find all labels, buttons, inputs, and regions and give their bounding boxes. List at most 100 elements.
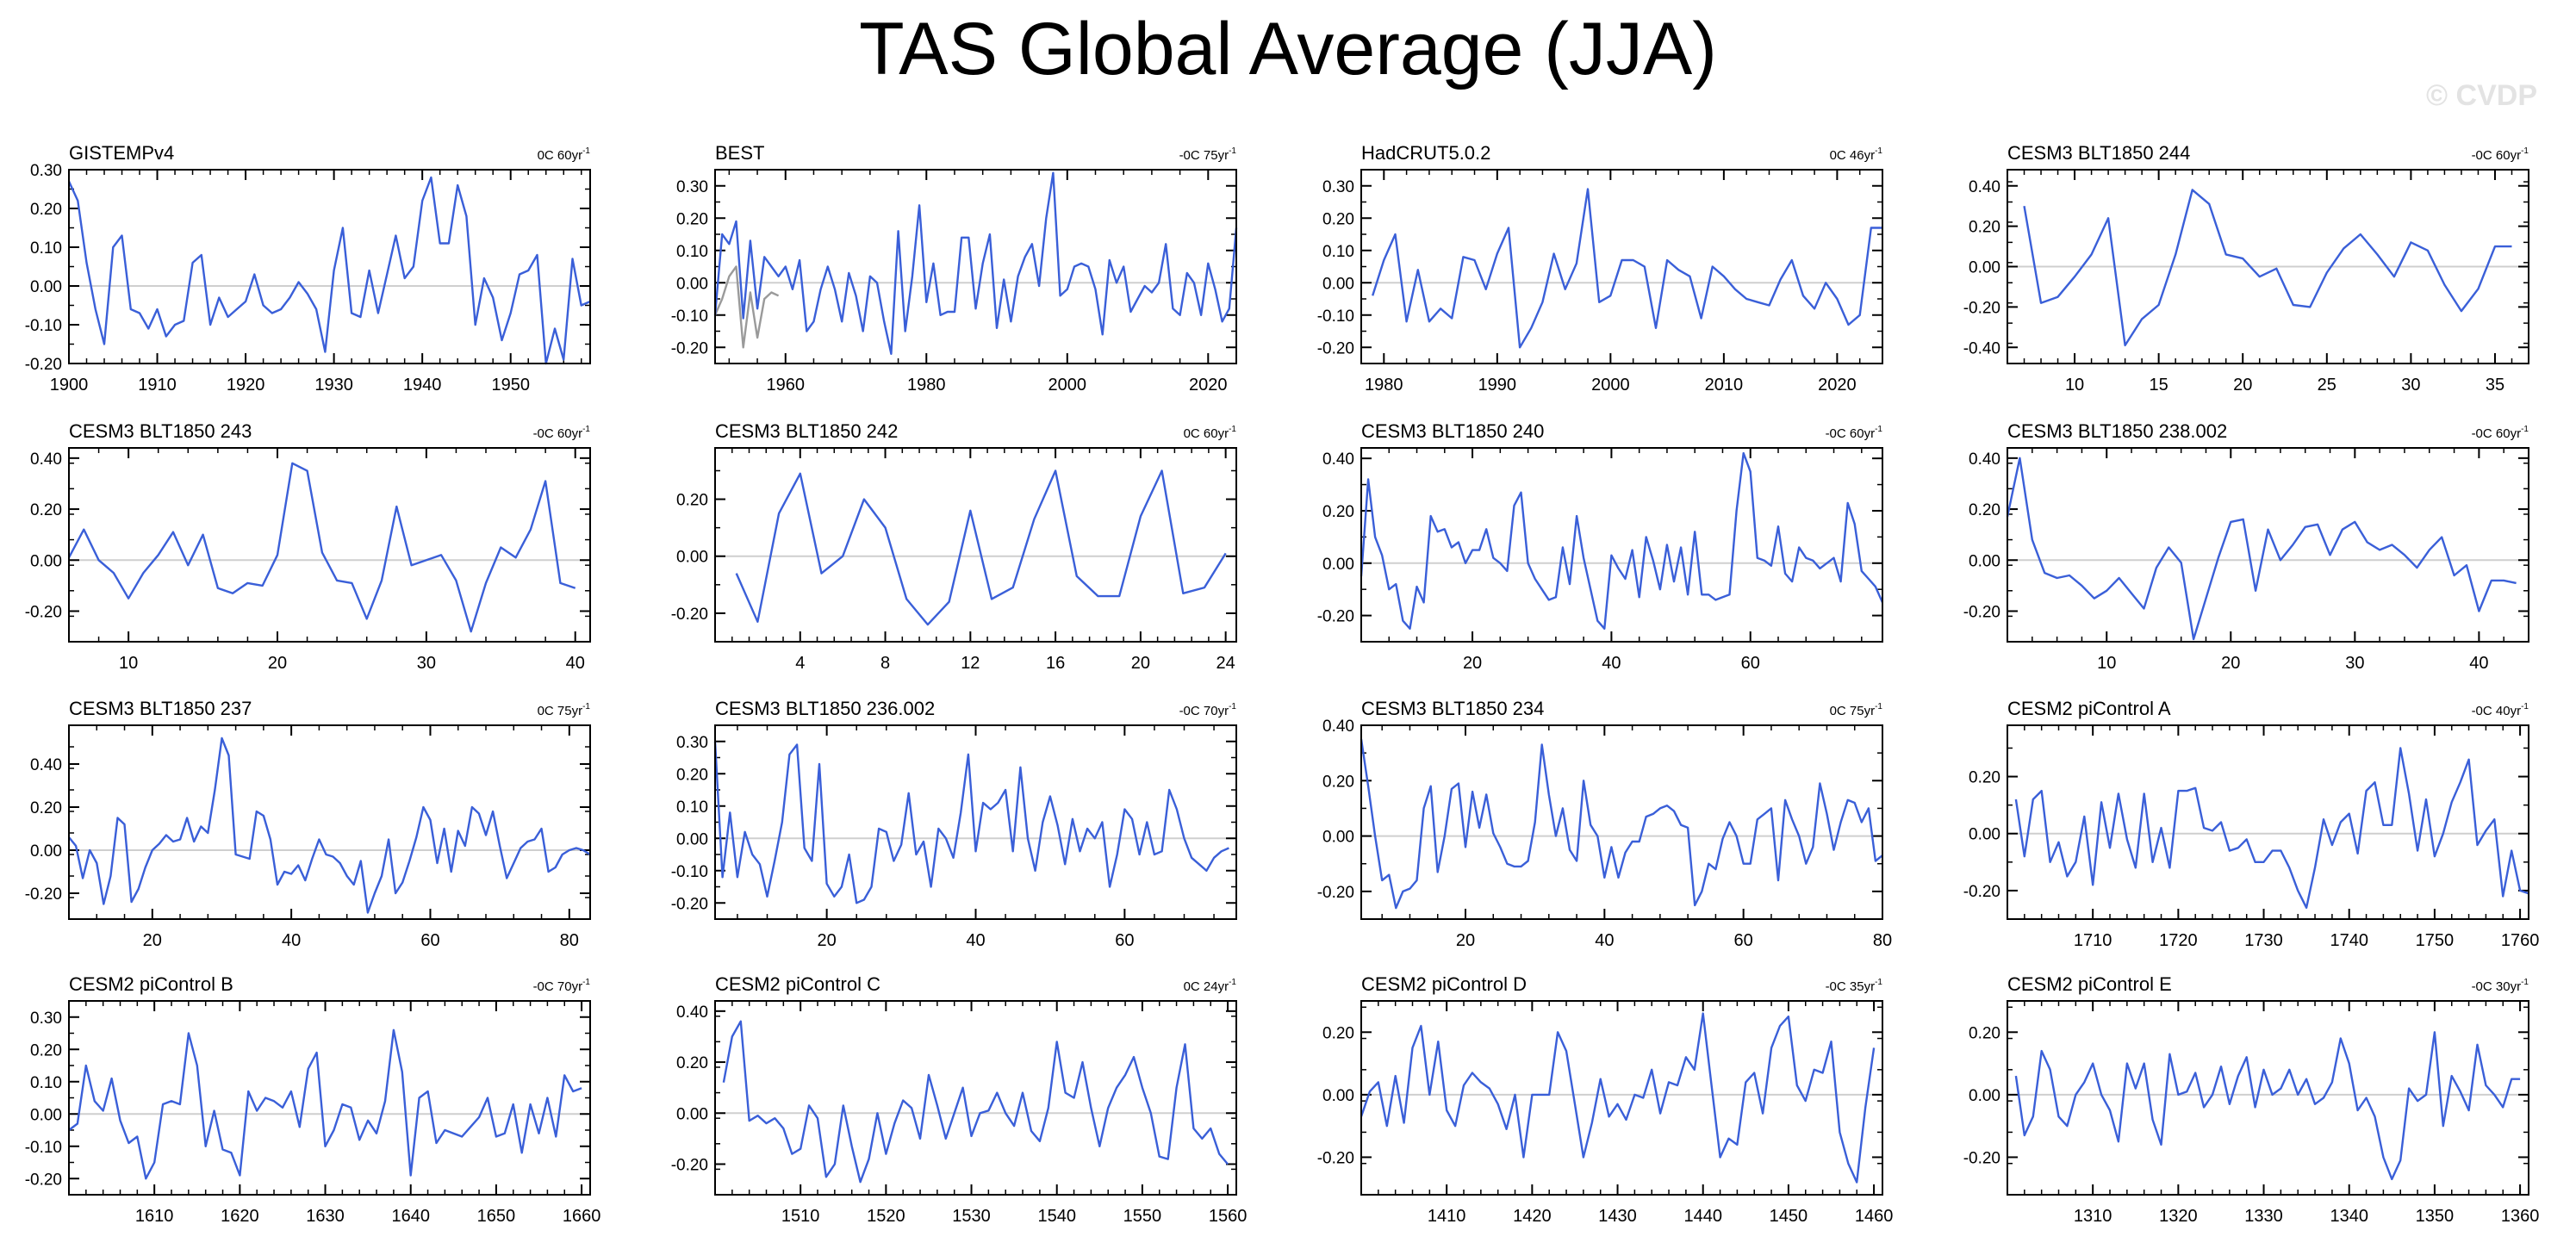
y-tick-label: 0.20 [1322,1024,1354,1042]
y-tick-label: -0.40 [1963,339,2000,357]
y-tick-label: 0.10 [30,239,62,258]
cvdp-watermark: © CVDP [2426,79,2537,112]
x-tick-label: 1660 [563,1207,601,1226]
trend-annotation-exponent: -1 [1229,425,1236,434]
series-line [713,741,1229,904]
x-tick-label: 1960 [767,376,806,395]
trend-annotation: -0C 35yr-1 [1826,978,1883,994]
x-tick-label: 20 [1131,654,1150,673]
y-tick-label: 0.20 [1322,773,1354,791]
y-tick-label: -0.20 [671,1156,708,1174]
x-tick-label: 1740 [2330,931,2368,950]
panel-title: CESM3 BLT1850 243 [69,420,252,442]
y-tick-label: -0.20 [25,1171,62,1189]
series-line [67,462,576,633]
y-tick-label: 0.20 [30,501,62,519]
trend-annotation-text: 0C 60yr [1184,426,1229,441]
trend-annotation-text: 0C 24yr [1184,979,1229,994]
x-tick-label: 40 [1602,654,1621,673]
x-tick-label: 1420 [1513,1207,1552,1226]
trend-annotation-exponent: -1 [582,425,590,434]
panel-14: -0.20 0.00 0.20 0.40 1510 1520 1530 1540 1550 156… [671,973,1248,1226]
x-tick-label: 15 [2150,376,2168,395]
y-tick-label: 0.30 [30,162,62,180]
trend-annotation-text: -0C 60yr [2472,426,2522,441]
y-tick-label: -0.20 [1317,884,1354,902]
y-tick-label: 0.00 [1969,552,2000,570]
series-line [2014,747,2529,910]
series-line [735,469,1227,626]
x-tick-label: 1530 [952,1207,991,1226]
panel-9: -0.20 0.00 0.20 0.40 20 40 60 80 CESM3 BLT1850 2… [25,698,591,950]
trend-annotation-text: -0C 70yr [533,979,583,994]
x-tick-label: 1720 [2159,931,2198,950]
x-tick-label: 10 [119,654,138,673]
panel-title: CESM3 BLT1850 242 [715,420,898,442]
y-tick-label: 0.20 [1969,769,2000,787]
x-tick-label: 1760 [2501,931,2540,950]
y-tick-label: 0.10 [676,798,708,817]
panel-7: -0.20 0.00 0.20 0.40 20 40 60 CESM3 BLT1850 240… [1317,420,1884,673]
y-tick-label: 0.30 [30,1010,62,1028]
panel-10: -0.20 -0.10 0.00 0.10 0.20 0.30 20 40 60 CESM3 BL… [671,698,1237,950]
x-tick-label: 1650 [477,1207,516,1226]
y-tick-label: -0.20 [671,339,708,357]
trend-annotation-text: 0C 75yr [1830,704,1876,718]
panel-title: CESM2 piControl C [715,973,880,995]
y-tick-label: 0.40 [30,756,62,774]
y-tick-label: 0.40 [30,451,62,469]
y-tick-label: -0.10 [25,1139,62,1157]
x-tick-label: 1320 [2159,1207,2198,1226]
y-tick-label: 0.00 [676,275,708,293]
plot-frame [68,1000,591,1196]
x-tick-label: 30 [2345,654,2364,673]
panel-title: CESM2 piControl A [2007,698,2171,719]
trend-annotation-exponent: -1 [1229,978,1236,987]
x-tick-label: 25 [2318,376,2336,395]
trend-annotation: -0C 60yr-1 [533,425,591,441]
y-tick-label: 0.30 [676,178,708,196]
trend-annotation: -0C 60yr-1 [2472,146,2529,163]
x-tick-label: 1630 [306,1207,345,1226]
trend-annotation-text: -0C 35yr [1826,979,1876,994]
x-tick-label: 12 [961,654,980,673]
panel-15: -0.20 0.00 0.20 1410 1420 1430 1440 1450 1460 CES… [1317,973,1894,1226]
x-tick-label: 1340 [2330,1207,2368,1226]
x-tick-label: 1440 [1683,1207,1722,1226]
trend-annotation: 0C 24yr-1 [1184,978,1237,994]
panel-5: -0.20 0.00 0.20 0.40 10 20 30 40 CESM3 BLT1850 2… [25,420,591,673]
trend-annotation-text: 0C 60yr [538,148,583,163]
trend-annotation-exponent: -1 [1229,702,1236,711]
x-tick-label: 20 [1463,654,1482,673]
trend-annotation-exponent: -1 [2521,146,2529,156]
plot-frame [2007,1000,2529,1196]
x-tick-label: 1540 [1037,1207,1076,1226]
series-line [1360,738,1883,910]
y-tick-label: 0.30 [1322,178,1354,196]
x-tick-label: 1900 [50,376,89,395]
plot-frame [714,169,1237,364]
trend-annotation: -0C 70yr-1 [1179,702,1237,718]
series-line [722,1020,1229,1184]
x-tick-label: 1330 [2244,1207,2283,1226]
x-tick-label: 35 [2486,376,2504,395]
trend-annotation-exponent: -1 [582,146,590,156]
panel-title: CESM2 piControl B [69,973,233,995]
plot-frame [1360,724,1883,920]
panel-title: CESM2 piControl D [1361,973,1527,995]
x-tick-label: 60 [1734,931,1753,950]
panel-title: CESM3 BLT1850 240 [1361,420,1544,442]
trend-annotation-exponent: -1 [1875,425,1882,434]
x-tick-label: 16 [1046,654,1065,673]
x-tick-label: 1310 [2074,1207,2112,1226]
y-tick-label: 0.40 [1969,178,2000,196]
x-tick-label: 80 [560,931,579,950]
panel-title: CESM2 piControl E [2007,973,2172,995]
series-line [68,736,591,914]
x-tick-label: 30 [417,654,436,673]
y-tick-label: 0.20 [676,492,708,510]
x-tick-label: 1520 [867,1207,905,1226]
plot-frame [2007,724,2529,920]
x-tick-label: 10 [2065,376,2084,395]
